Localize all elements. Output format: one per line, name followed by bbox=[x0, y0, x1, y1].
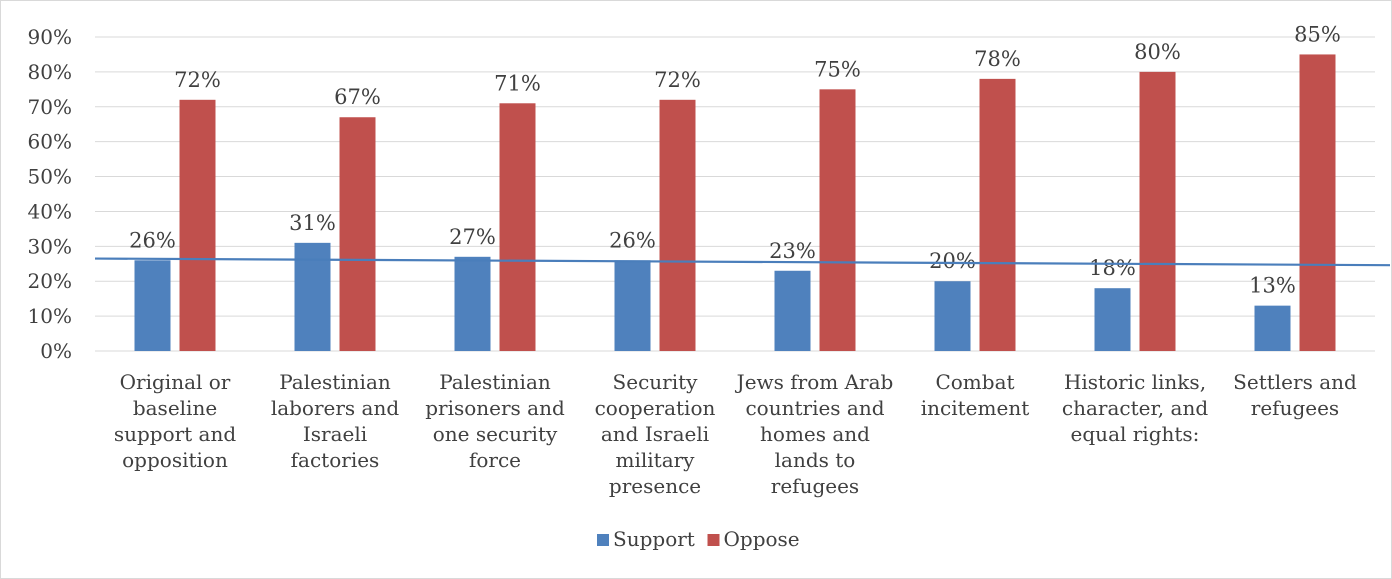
y-tick-label: 20% bbox=[28, 269, 72, 293]
x-category-label-line: character, and bbox=[1062, 396, 1208, 420]
y-tick-label: 80% bbox=[28, 60, 72, 84]
x-category-label-line: Combat bbox=[935, 370, 1014, 394]
x-category-label-line: Israeli bbox=[303, 422, 367, 446]
data-label-support: 26% bbox=[129, 228, 176, 252]
x-category-label-line: presence bbox=[609, 474, 701, 498]
x-category-label-line: opposition bbox=[122, 448, 228, 472]
y-tick-label: 10% bbox=[28, 304, 72, 328]
x-category-label-line: refugees bbox=[1251, 396, 1339, 420]
x-category-label-line: Security bbox=[613, 370, 699, 394]
legend-swatch-oppose bbox=[707, 534, 720, 546]
x-category-label-line: homes and bbox=[760, 422, 870, 446]
x-category-label-line: one security bbox=[433, 422, 558, 446]
x-category-label-line: Jews from Arab bbox=[735, 370, 894, 394]
legend-swatch-support bbox=[597, 534, 609, 546]
data-label-support: 26% bbox=[609, 228, 656, 252]
data-label-oppose: 67% bbox=[334, 85, 381, 109]
bar-oppose bbox=[1299, 54, 1336, 351]
data-label-oppose: 72% bbox=[174, 68, 221, 92]
y-tick-label: 40% bbox=[28, 199, 72, 223]
x-category-label-line: cooperation bbox=[595, 396, 716, 420]
y-tick-label: 70% bbox=[28, 95, 72, 119]
data-label-oppose: 72% bbox=[654, 68, 701, 92]
x-category-label-line: Original or bbox=[120, 370, 231, 394]
x-category-label-line: incitement bbox=[921, 396, 1029, 420]
x-category-label-line: equal rights: bbox=[1071, 422, 1200, 446]
x-category-label-line: and Israeli bbox=[601, 422, 709, 446]
x-category-label: Palestinian laborers and Israeli factories bbox=[271, 370, 400, 472]
bar-support bbox=[454, 256, 491, 351]
trendline bbox=[94, 257, 1391, 267]
y-tick-label: 60% bbox=[28, 130, 72, 154]
x-category-label: Jews from Arab countries and homes and land… bbox=[735, 370, 894, 498]
x-category-label: Combat incitement bbox=[921, 370, 1029, 420]
x-category-label-line: force bbox=[469, 448, 521, 472]
data-label-support: 20% bbox=[929, 249, 976, 273]
data-label-oppose: 85% bbox=[1294, 22, 1341, 46]
data-label-oppose: 71% bbox=[494, 71, 541, 95]
bar-oppose bbox=[979, 78, 1016, 351]
x-category-label-line: Settlers and bbox=[1233, 370, 1357, 394]
x-category-label: Historic links, character, and equal right… bbox=[1062, 370, 1208, 446]
data-label-support: 23% bbox=[769, 239, 816, 263]
x-category-label: Security cooperation and Israeli military pr… bbox=[595, 370, 716, 498]
data-label-support: 13% bbox=[1249, 274, 1296, 298]
x-category-label-line: prisoners and bbox=[425, 396, 565, 420]
legend-label-support: Support bbox=[613, 527, 695, 551]
data-label-oppose: 75% bbox=[814, 57, 861, 81]
bar-support bbox=[134, 260, 171, 351]
y-tick-label: 0% bbox=[40, 339, 72, 363]
x-category-label-line: baseline bbox=[133, 396, 217, 420]
bar-oppose bbox=[339, 117, 376, 351]
x-category-label-line: factories bbox=[291, 448, 380, 472]
bar-oppose bbox=[819, 89, 856, 351]
bar-oppose bbox=[179, 99, 216, 351]
bar-oppose bbox=[1139, 71, 1176, 351]
bar-oppose bbox=[499, 103, 536, 352]
x-category-label-line: support and bbox=[114, 422, 237, 446]
x-category-label-line: Historic links, bbox=[1064, 370, 1206, 394]
bar-support bbox=[294, 242, 331, 351]
data-label-support: 27% bbox=[449, 225, 496, 249]
x-category-label-line: refugees bbox=[771, 474, 859, 498]
data-label-oppose: 78% bbox=[974, 47, 1021, 71]
x-category-label-line: Palestinian bbox=[439, 370, 551, 394]
x-category-label-line: lands to bbox=[775, 448, 856, 472]
data-label-support: 31% bbox=[289, 211, 336, 235]
x-category-label-line: countries and bbox=[745, 396, 884, 420]
y-tick-label: 50% bbox=[28, 165, 72, 189]
y-tick-label: 90% bbox=[28, 25, 72, 49]
bar-support bbox=[934, 281, 971, 351]
x-category-label-line: military bbox=[616, 448, 696, 472]
y-tick-label: 30% bbox=[28, 234, 72, 258]
x-category-label: Original or baseline support and opposition bbox=[114, 370, 237, 472]
data-label-oppose: 80% bbox=[1134, 40, 1181, 64]
x-category-label-line: laborers and bbox=[271, 396, 400, 420]
x-category-label: Palestinian prisoners and one security forc… bbox=[425, 370, 565, 472]
x-category-label: Settlers and refugees bbox=[1233, 370, 1357, 420]
bar-support bbox=[614, 260, 651, 351]
bar-support bbox=[1094, 288, 1131, 351]
data-label-support: 18% bbox=[1089, 256, 1136, 280]
bar-support bbox=[1254, 305, 1291, 351]
x-category-label-line: Palestinian bbox=[279, 370, 391, 394]
bar-oppose bbox=[659, 99, 696, 351]
legend-label-oppose: Oppose bbox=[724, 527, 800, 551]
bar-support bbox=[774, 270, 811, 351]
